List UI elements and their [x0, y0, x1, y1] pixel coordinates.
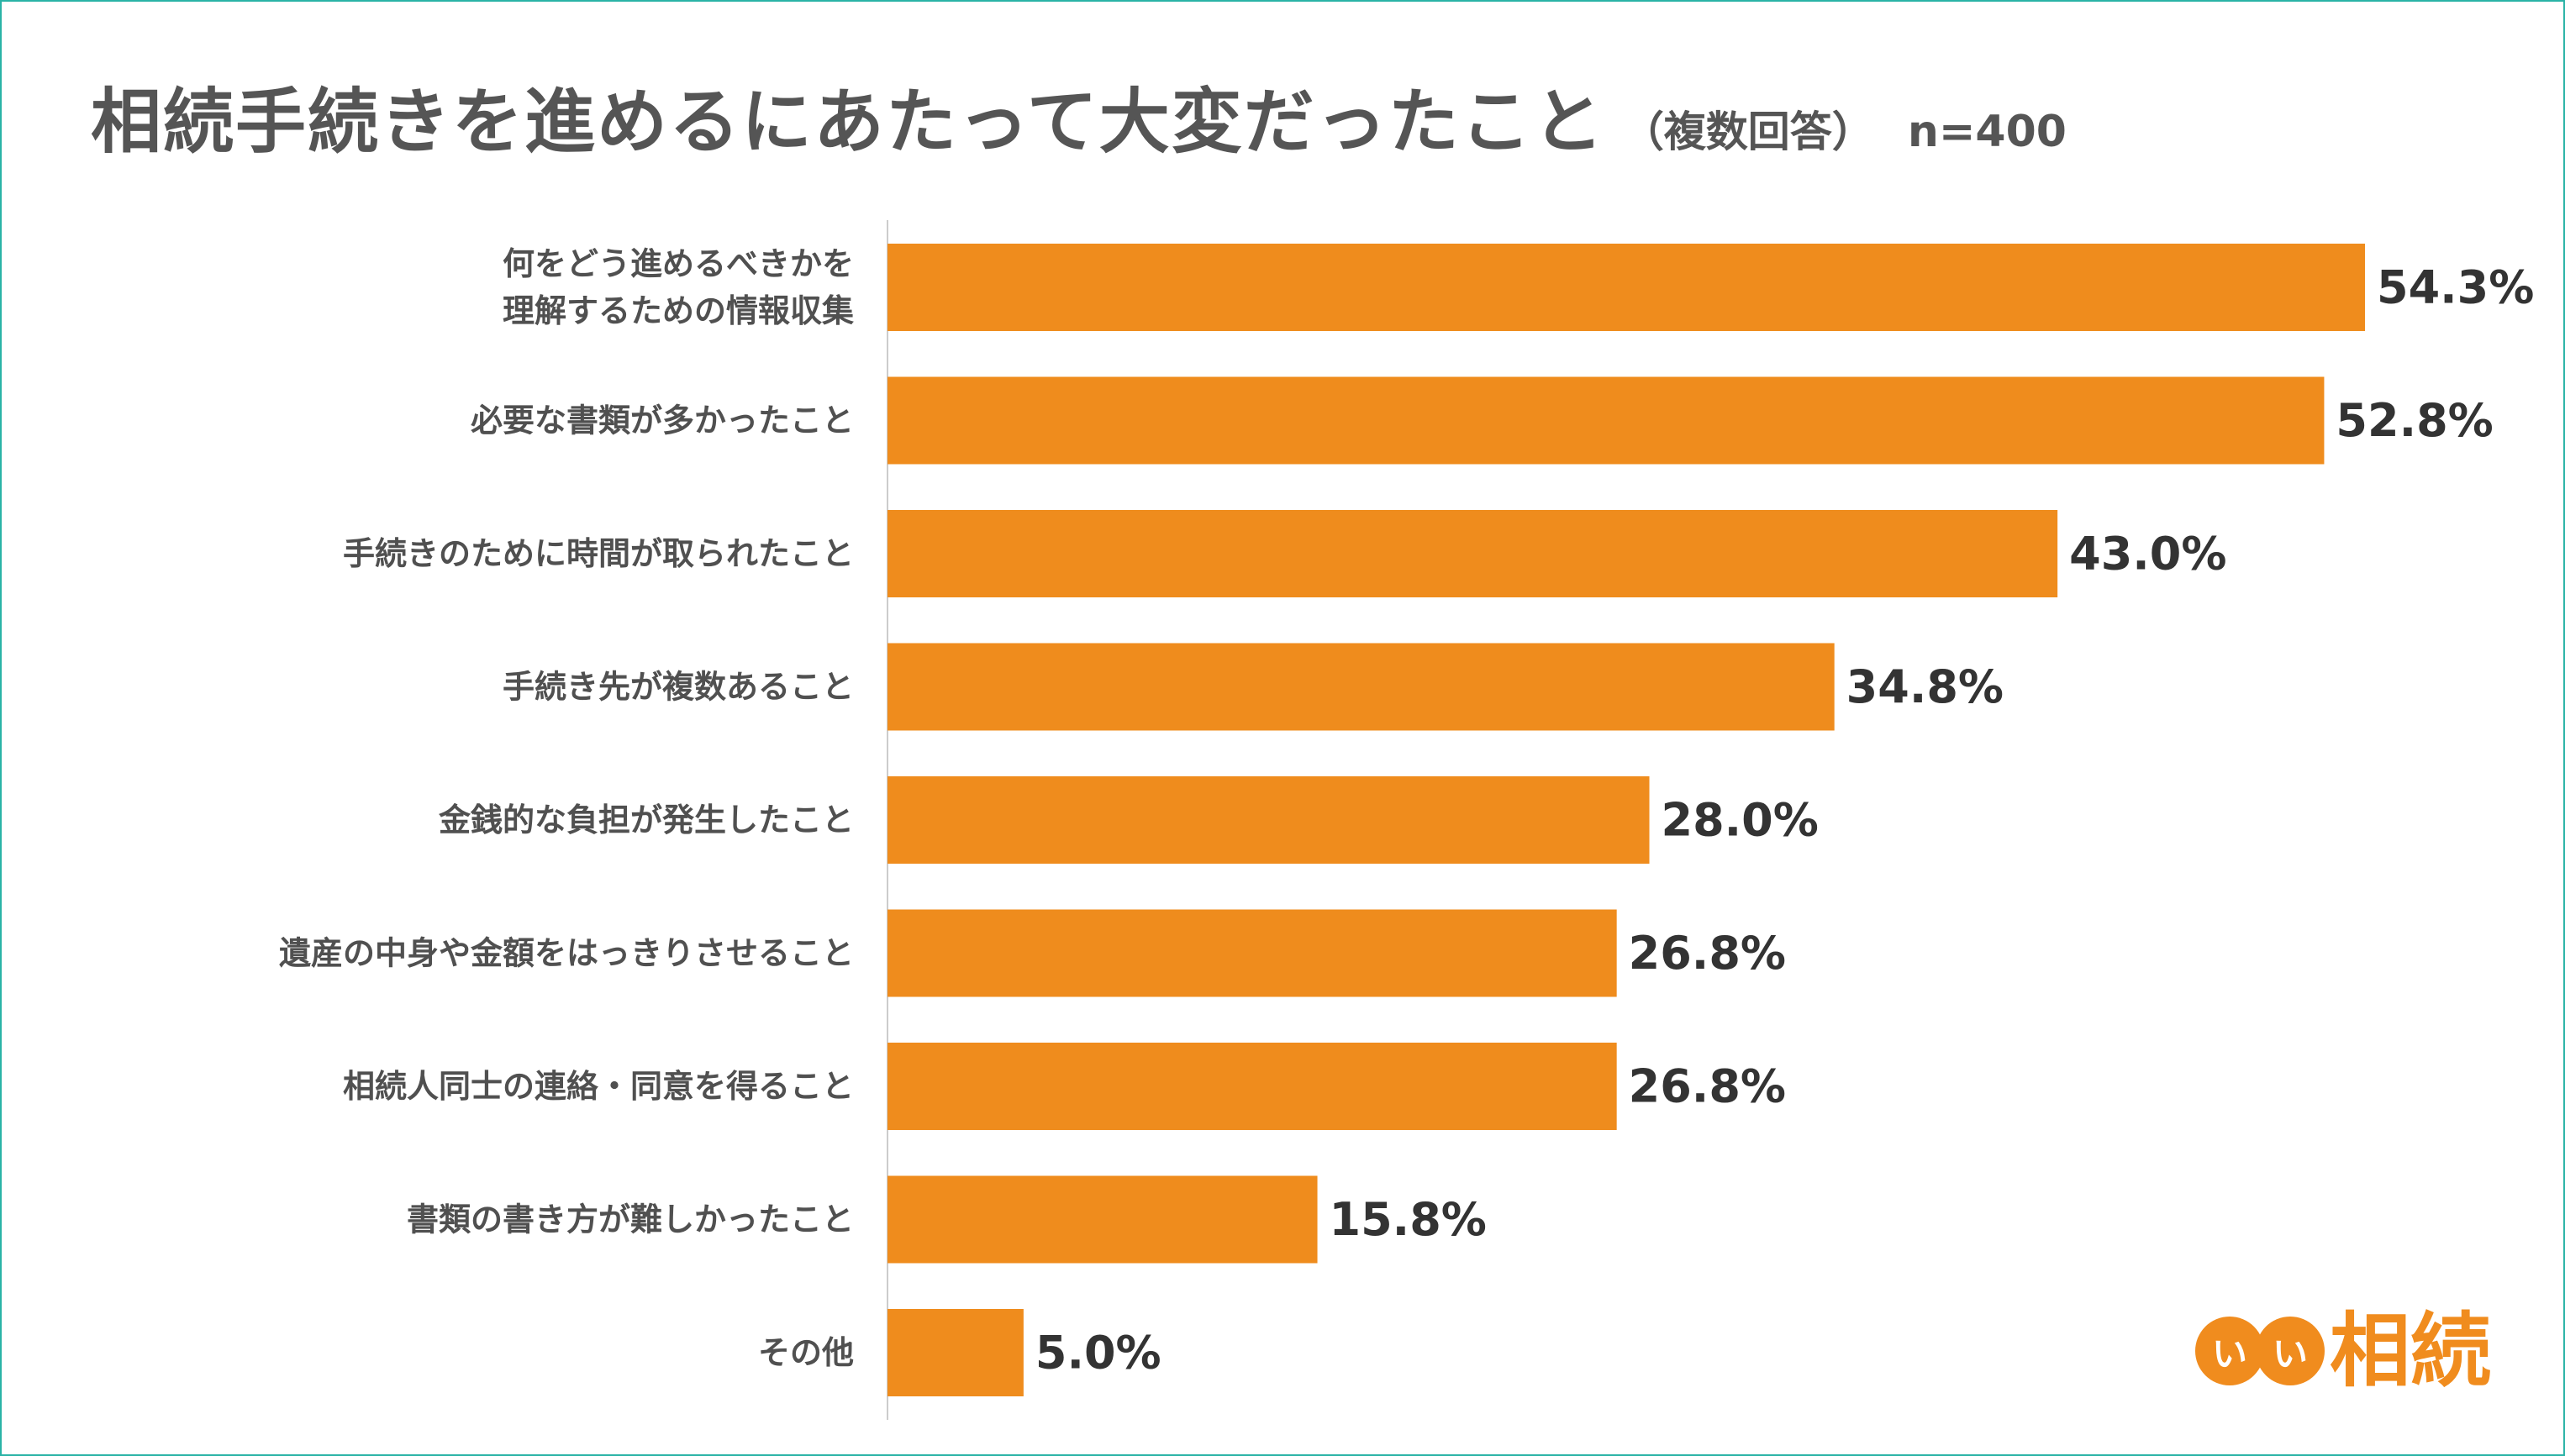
logo-circle-1: い: [2195, 1317, 2264, 1385]
category-label-7: 相続人同士の連絡・同意を得ること: [343, 1068, 854, 1105]
bar-4: [887, 643, 1835, 731]
brand-logo: い い 相続: [2195, 1311, 2491, 1391]
category-label-8: 書類の書き方が難しかったこと: [407, 1201, 854, 1238]
category-label-3: 手続きのために時間が取られたこと: [343, 535, 854, 572]
bar-9: [887, 1309, 1024, 1396]
title-row: 相続手続きを進めるにあたって大変だったこと （複数回答） n=400: [91, 66, 2067, 167]
bar-2: [887, 376, 2325, 465]
bar-1: [887, 244, 2365, 331]
bar-6: [887, 909, 1617, 997]
value-label-8: 15.8%: [1330, 1193, 1487, 1246]
bar-5: [887, 776, 1650, 864]
category-label-1-line-1: 何をどう進めるべきかを: [503, 245, 854, 282]
bar-7: [887, 1043, 1617, 1130]
value-label-7: 26.8%: [1629, 1060, 1786, 1113]
bar-8: [887, 1175, 1318, 1264]
category-label-1-line-2: 理解するための情報収集: [503, 292, 854, 329]
bar-3: [887, 510, 2058, 597]
value-label-6: 26.8%: [1629, 927, 1786, 980]
value-label-5: 28.0%: [1662, 794, 1819, 847]
value-label-2: 52.8%: [2336, 394, 2493, 447]
category-label-9: その他: [758, 1334, 854, 1371]
sample-size: n=400: [1907, 107, 2067, 157]
category-label-2: 必要な書類が多かったこと: [471, 402, 854, 439]
category-label-6: 遺産の中身や金額をはっきりさせること: [279, 935, 854, 972]
chart-title: 相続手続きを進めるにあたって大変だったこと: [91, 81, 1605, 163]
category-label-4: 手続き先が複数あること: [503, 669, 854, 706]
value-label-3: 43.0%: [2069, 528, 2226, 581]
value-label-1: 54.3%: [2377, 261, 2534, 314]
value-label-4: 34.8%: [1846, 660, 2004, 713]
value-label-9: 5.0%: [1035, 1327, 1161, 1380]
chart-subtitle: （複数回答）: [1621, 108, 1874, 156]
logo-circle-2: い: [2256, 1317, 2325, 1385]
logo-text: 相続: [2330, 1304, 2491, 1398]
category-label-5: 金銭的な負担が発生したこと: [438, 802, 854, 838]
